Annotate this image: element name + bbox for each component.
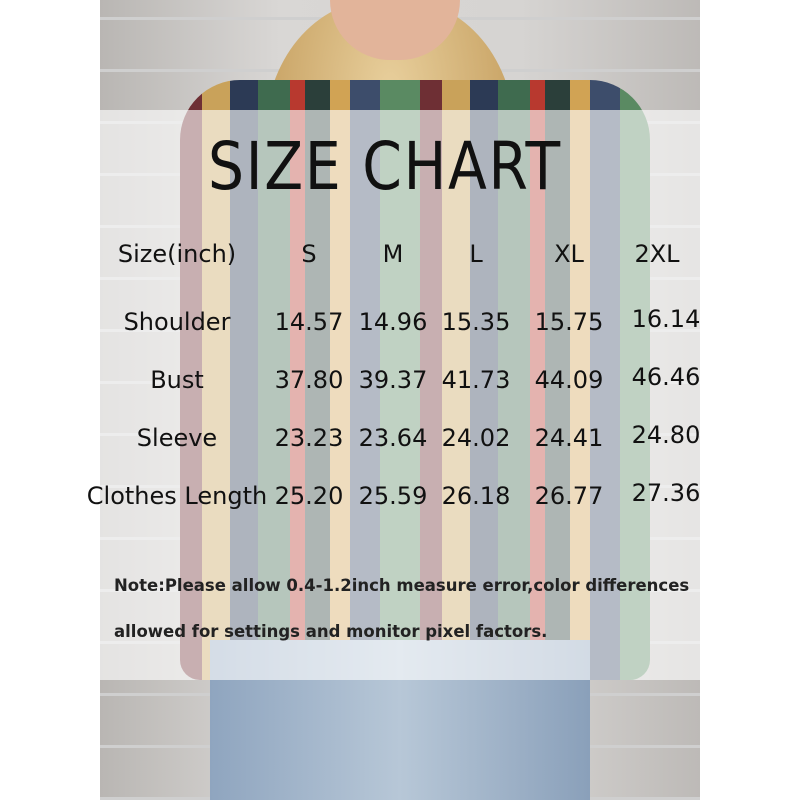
measurement-cell: 26.18 xyxy=(441,482,511,510)
measurement-cell: 15.75 xyxy=(534,308,604,336)
row-label: Shoulder xyxy=(123,308,231,336)
measurement-cell: 25.59 xyxy=(358,482,428,510)
size-header-cell: L xyxy=(469,240,483,268)
note-line-1: Note:Please allow 0.4-1.2inch measure er… xyxy=(114,576,690,595)
measurement-cell: 46.46 xyxy=(631,363,701,391)
chart-title: SIZE CHART xyxy=(208,128,562,205)
chart-overlay xyxy=(100,110,700,680)
measurement-cell: 41.73 xyxy=(441,366,511,394)
measurement-cell: 37.80 xyxy=(274,366,344,394)
measurement-cell: 23.23 xyxy=(274,424,344,452)
measurement-cell: 14.96 xyxy=(358,308,428,336)
row-label: Sleeve xyxy=(136,424,218,452)
measurement-cell: 25.20 xyxy=(274,482,344,510)
measurement-cell: 44.09 xyxy=(534,366,604,394)
size-header-cell: XL xyxy=(554,240,584,268)
measurement-cell: 15.35 xyxy=(441,308,511,336)
measurement-cell: 24.41 xyxy=(534,424,604,452)
header-label: Size(inch) xyxy=(117,240,237,268)
measurement-cell: 26.77 xyxy=(534,482,604,510)
row-label: Bust xyxy=(150,366,204,394)
size-header-cell: M xyxy=(382,240,404,268)
measurement-cell: 27.36 xyxy=(631,479,701,507)
note-line-2: allowed for settings and monitor pixel f… xyxy=(114,622,548,641)
size-header-cell: S xyxy=(301,240,317,268)
measurement-cell: 23.64 xyxy=(358,424,428,452)
size-header-cell: 2XL xyxy=(634,240,680,268)
measurement-cell: 14.57 xyxy=(274,308,344,336)
measurement-cell: 39.37 xyxy=(358,366,428,394)
row-label: Clothes Length xyxy=(86,482,268,510)
measurement-cell: 24.80 xyxy=(631,421,701,449)
measurement-cell: 16.14 xyxy=(631,305,701,333)
measurement-cell: 24.02 xyxy=(441,424,511,452)
